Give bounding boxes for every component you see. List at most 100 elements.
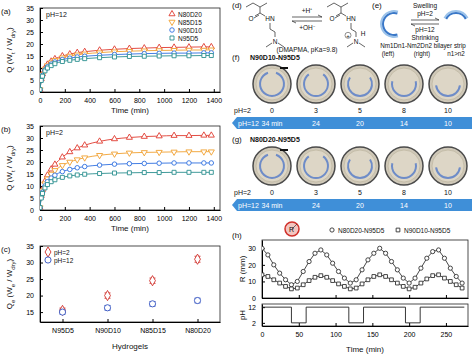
tick-mark <box>65 89 66 92</box>
plot-area <box>59 254 200 315</box>
time-label: 34 min <box>261 120 282 127</box>
diagram-text: pH=12 <box>415 26 435 34</box>
tick-mark <box>153 319 154 322</box>
tick-mark <box>164 89 165 92</box>
tick-label: N95D5 <box>52 327 74 334</box>
tick-mark <box>40 263 43 264</box>
marker <box>360 268 364 272</box>
caption: (left) <box>382 50 395 58</box>
atom: + <box>346 33 350 39</box>
tick-label: 15 <box>26 53 34 60</box>
marker <box>448 280 452 284</box>
legend-symbol <box>45 247 51 257</box>
time-label: 10 <box>444 107 452 114</box>
tick-mark <box>40 279 43 280</box>
marker <box>354 286 358 290</box>
marker <box>53 62 57 66</box>
plot-area <box>262 307 464 323</box>
legend-symbol <box>169 10 175 15</box>
marker <box>40 190 45 195</box>
marker <box>187 54 191 58</box>
tick: 20 <box>26 41 43 48</box>
tick-label: 800 <box>134 215 146 222</box>
tick: 15 <box>26 53 43 60</box>
marker <box>208 132 214 137</box>
tick <box>372 295 373 298</box>
tick-label: 1200 <box>182 97 198 104</box>
legend-symbol <box>330 228 334 232</box>
marker <box>460 286 464 290</box>
tick: 200 <box>59 207 71 222</box>
axis-title: Time (min) <box>111 106 149 115</box>
molecule: OHNN <box>246 3 284 47</box>
bond <box>341 3 348 7</box>
marker <box>209 161 214 166</box>
marker <box>209 54 213 58</box>
tick-mark <box>40 92 43 93</box>
tick-mark <box>446 295 447 298</box>
legend-symbol <box>170 36 174 40</box>
legend-entry: pH=12 <box>54 257 74 265</box>
marker <box>40 73 45 78</box>
photo-dish-inner <box>344 150 376 182</box>
marker <box>343 285 347 289</box>
marker <box>425 256 429 260</box>
tick: 25 <box>26 147 43 154</box>
marker <box>75 173 79 177</box>
time-label: 5 <box>358 107 362 114</box>
marker <box>187 170 191 174</box>
bond <box>341 7 342 13</box>
tick-mark <box>108 319 109 322</box>
marker <box>172 170 176 174</box>
marker <box>40 196 43 200</box>
tick-mark <box>372 295 373 298</box>
tick: 200 <box>404 323 416 338</box>
plot-area <box>40 43 214 92</box>
tick: 600 <box>109 207 121 222</box>
time-label: 34 min <box>261 202 282 209</box>
time-label: 8 <box>402 189 406 196</box>
marker <box>413 285 417 289</box>
photo-strip <box>259 154 285 179</box>
tick: 1400 <box>207 207 223 222</box>
axis-title: Qe (We / Wdry) <box>5 258 16 309</box>
marker <box>201 132 207 137</box>
tick: N90D10 <box>95 319 121 334</box>
axis <box>263 295 469 299</box>
tick-label: 0 <box>252 295 256 302</box>
marker <box>75 57 79 61</box>
tick-mark <box>114 89 115 92</box>
marker <box>171 150 177 155</box>
tick: 30 <box>26 17 43 24</box>
marker <box>295 286 299 290</box>
plot-area <box>262 246 464 291</box>
axis-title-part: ) <box>5 27 14 30</box>
time-label: 10 <box>444 189 452 196</box>
marker <box>325 275 329 279</box>
marker <box>443 276 447 280</box>
axis-title-part: ) <box>5 258 14 261</box>
marker <box>40 88 43 92</box>
marker <box>150 276 156 286</box>
axis-title: Q (Wt / Wdry) <box>5 27 16 73</box>
tick-mark <box>139 89 140 92</box>
series-line <box>40 163 211 208</box>
time-label: 0 <box>270 107 274 114</box>
axis-title-part: Q (W <box>5 54 14 73</box>
marker <box>83 172 87 176</box>
legend-symbol <box>170 28 175 33</box>
marker <box>202 170 206 174</box>
tick-label: 1000 <box>157 97 173 104</box>
axis-title: Q (Wt / Wdry) <box>5 145 16 191</box>
legend-entry: N90D10 <box>178 27 202 34</box>
axis-line <box>41 92 221 93</box>
tick-mark <box>214 89 215 92</box>
series-line <box>40 135 211 207</box>
tick-label: 200 <box>59 97 71 104</box>
tick-label: 0 <box>30 207 34 214</box>
marker <box>425 277 429 281</box>
panel-label: (g) <box>232 135 242 144</box>
tick-label: 200 <box>59 215 71 222</box>
photo-dish <box>341 65 379 103</box>
marker <box>278 271 282 275</box>
